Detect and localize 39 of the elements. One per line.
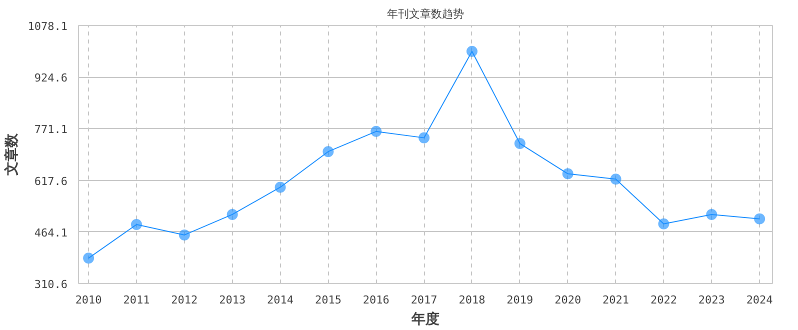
point [706,208,718,220]
x-tick-label: 2013 [219,294,246,306]
point [754,213,766,224]
point [322,146,334,158]
y-tick-label: 464.1 [34,226,68,240]
x-tick-label: 2024 [746,294,774,306]
point [418,132,430,144]
x-tick-label: 2011 [123,294,150,306]
point [226,208,238,220]
point [274,182,286,193]
x-tick-label: 2014 [267,294,294,306]
point [610,174,622,185]
y-tick-label: 771.1 [34,123,68,136]
y-axis-title: 文章数 [2,132,20,176]
point [466,46,478,57]
point [370,126,382,137]
x-tick-label: 2016 [362,294,390,306]
x-tick-label: 2022 [650,294,677,306]
x-tick-label: 2017 [410,294,438,306]
y-tick-label: 924.6 [34,72,68,85]
x-tick-label: 2018 [458,294,486,306]
chart-title: 年刊文章数趋势 [387,8,464,20]
x-tick-label: 2021 [602,294,630,306]
point [514,138,526,150]
x-tick-label: 2019 [506,294,534,306]
x-tick-label: 2023 [698,294,725,306]
x-tick-label: 2020 [554,294,582,306]
x-axis-title: 年度 [410,310,440,328]
x-tick-label: 2015 [314,294,342,306]
y-tick-label: 310.6 [34,278,68,291]
y-tick-label: 1078.1 [28,20,68,33]
point [562,168,574,180]
point [178,229,190,240]
point [658,218,670,230]
x-tick-label: 2012 [171,294,198,306]
point [83,252,94,264]
x-tick-label: 2010 [75,294,102,306]
y-tick-label: 617.6 [34,174,68,188]
point [130,219,142,230]
